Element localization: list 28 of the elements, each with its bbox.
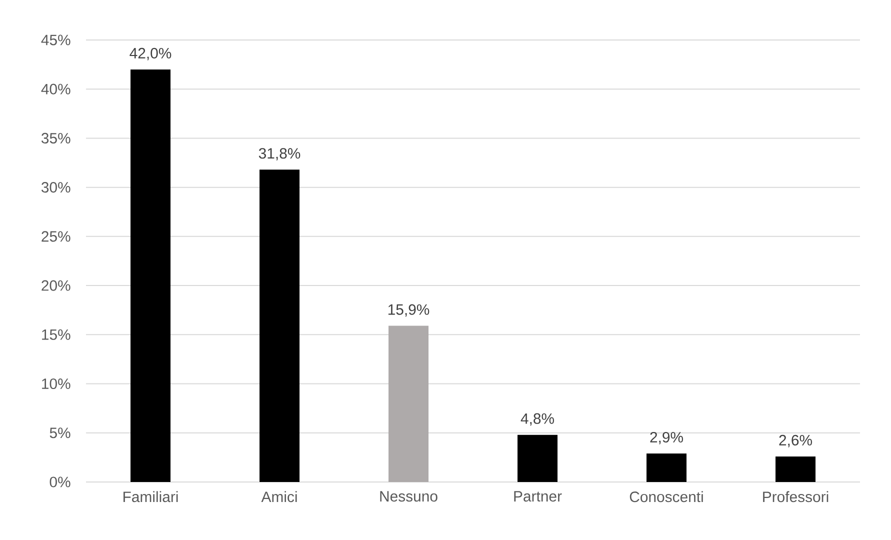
y-tick-label: 20% xyxy=(42,280,70,291)
y-tick-label: 35% xyxy=(41,132,70,144)
y-tick-label: 40% xyxy=(41,84,70,94)
data-label: 31,8% xyxy=(258,148,300,160)
y-tick-label: 0% xyxy=(50,476,70,488)
y-tick-label: 25% xyxy=(42,231,70,242)
y-tick-label: 10% xyxy=(42,378,70,390)
bar xyxy=(388,326,429,482)
y-tick-label: 15% xyxy=(42,329,70,340)
x-tick-label: Professori xyxy=(763,491,828,502)
data-label: 2,6% xyxy=(779,434,812,448)
x-tick-label: Partner xyxy=(514,491,562,502)
bar xyxy=(518,434,558,482)
y-tick-label: 45% xyxy=(41,34,70,46)
y-tick-label: 5% xyxy=(50,428,70,438)
data-label: 15,9% xyxy=(388,304,430,317)
data-label: 2,9% xyxy=(650,432,683,444)
x-tick-label: Amici xyxy=(261,491,297,502)
bar xyxy=(776,456,816,482)
y-tick-label: 30% xyxy=(41,182,70,193)
data-label: 42,0% xyxy=(130,48,172,60)
x-tick-label: Familiari xyxy=(124,491,178,502)
x-tick-label: Nessuno xyxy=(380,491,438,502)
bar xyxy=(130,69,171,482)
bar xyxy=(260,170,300,482)
x-tick-label: Conoscenti xyxy=(630,491,703,502)
data-label: 4,8% xyxy=(520,413,554,426)
bar xyxy=(646,454,687,482)
